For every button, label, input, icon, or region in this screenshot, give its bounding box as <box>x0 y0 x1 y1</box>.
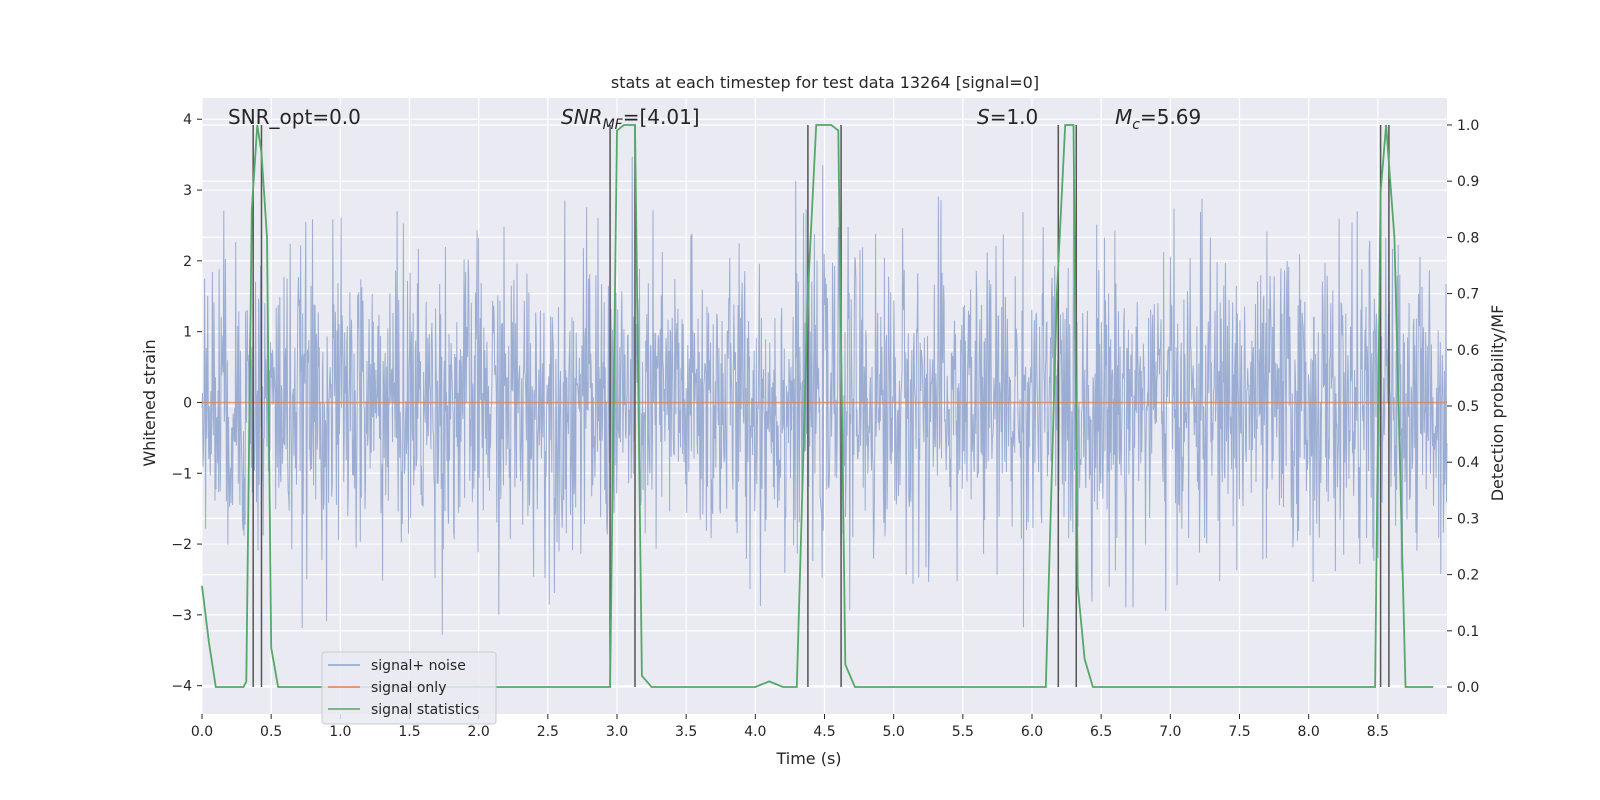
s-symbol: S <box>977 105 990 129</box>
y-tick-label: −2 <box>171 537 192 553</box>
legend-box <box>321 651 497 725</box>
snr-mf-annotation: SNRMF=[4.01] <box>561 105 700 133</box>
y-right-tick-label: 0.0 <box>1457 680 1479 696</box>
s-annotation: S=1.0 <box>977 105 1038 129</box>
signal-statistics-series <box>201 124 1434 688</box>
x-tick-label: 5.0 <box>883 724 905 740</box>
y-right-tick-label: 0.3 <box>1457 511 1479 527</box>
snr-mf-subscript: MF <box>603 117 624 133</box>
noise-line <box>201 126 1448 635</box>
snr-opt-annotation: SNR_opt=0.0 <box>228 105 361 129</box>
x-tick-label: 3.5 <box>675 724 697 740</box>
y-tick-label: −1 <box>171 466 192 482</box>
x-tick-label: 0.5 <box>260 724 282 740</box>
y-right-tick-label: 0.5 <box>1457 399 1479 415</box>
legend-label-noise: signal+ noise <box>371 658 466 674</box>
x-tick-label: 7.0 <box>1159 724 1181 740</box>
mc-value: =5.69 <box>1140 105 1201 129</box>
x-tick-label: 2.5 <box>537 724 559 740</box>
y-right-tick-label: 0.9 <box>1457 174 1479 190</box>
x-axis: 0.0 0.5 1.0 1.5 2.0 2.5 3.0 3.5 4.0 4.5 5.0 5.5 6.0 6… <box>191 714 1389 740</box>
x-axis-label: Time (s) <box>775 749 841 768</box>
y-tick-label: 0 <box>183 395 192 411</box>
y-right-tick-label: 1.0 <box>1457 118 1479 134</box>
x-tick-label: 4.5 <box>813 724 835 740</box>
noise-series <box>201 126 1448 635</box>
snr-mf-symbol: SNR <box>561 105 603 129</box>
y-axis-label-right: Detection probability/MF <box>1488 305 1507 502</box>
y-tick-label: −4 <box>171 679 192 695</box>
x-tick-label: 7.5 <box>1228 724 1250 740</box>
statistics-line <box>201 124 1434 688</box>
chart-title: stats at each timestep for test data 132… <box>611 73 1039 92</box>
legend-label-signal-only: signal only <box>371 680 446 696</box>
mc-annotation: Mc=5.69 <box>1115 105 1201 133</box>
y-axis-right: 0.0 0.1 0.2 0.3 0.4 0.5 0.6 0.7 0.8 0.9 1.0 <box>1447 118 1479 696</box>
s-value: =1.0 <box>990 105 1039 129</box>
legend: signal+ noise signal only signal statist… <box>321 651 497 725</box>
x-tick-label: 1.0 <box>329 724 351 740</box>
grid <box>201 98 1447 714</box>
x-tick-label: 8.0 <box>1298 724 1320 740</box>
x-tick-label: 6.0 <box>1021 724 1043 740</box>
y-right-tick-label: 0.4 <box>1457 455 1479 471</box>
y-tick-label: 1 <box>183 325 192 341</box>
x-tick-label: 6.5 <box>1090 724 1112 740</box>
y-right-tick-label: 0.6 <box>1457 343 1479 359</box>
y-tick-label: −3 <box>171 608 192 624</box>
y-tick-label: 4 <box>183 112 192 128</box>
y-right-tick-label: 0.2 <box>1457 568 1479 584</box>
x-tick-label: 3.0 <box>606 724 628 740</box>
y-right-tick-label: 0.8 <box>1457 230 1479 246</box>
x-tick-label: 5.5 <box>952 724 974 740</box>
x-tick-label: 8.5 <box>1367 724 1389 740</box>
mc-symbol: M <box>1115 105 1132 129</box>
y-tick-label: 2 <box>183 254 192 270</box>
x-tick-label: 1.5 <box>398 724 420 740</box>
snr-mf-value: =[4.01] <box>623 105 700 129</box>
x-tick-label: 4.0 <box>744 724 766 740</box>
y-right-tick-label: 0.1 <box>1457 624 1479 640</box>
legend-label-statistics: signal statistics <box>371 702 479 718</box>
y-axis-left: −4 −3 −2 −1 0 1 2 3 4 <box>171 112 202 695</box>
y-axis-label: Whitened strain <box>140 339 159 466</box>
x-tick-label: 2.0 <box>468 724 490 740</box>
y-tick-label: 3 <box>183 183 192 199</box>
mc-subscript: c <box>1132 117 1140 133</box>
y-right-tick-label: 0.7 <box>1457 287 1479 303</box>
x-tick-label: 0.0 <box>191 724 213 740</box>
